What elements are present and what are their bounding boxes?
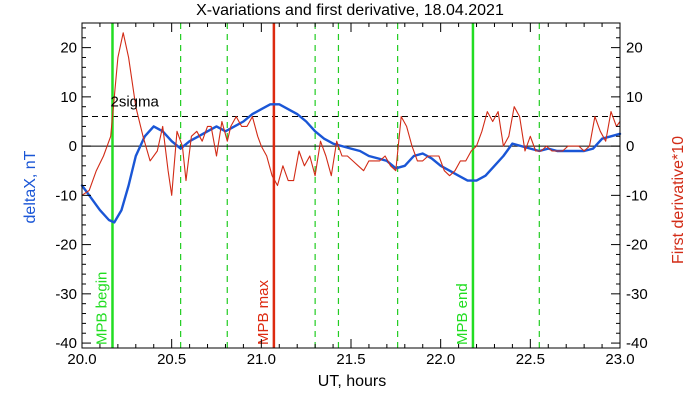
y-tick-label-right: -40 [626, 335, 648, 352]
y-tick-label-left: 0 [69, 138, 77, 155]
x-tick-label: 21.0 [247, 351, 276, 368]
y-tick-label-right: -10 [626, 187, 648, 204]
x-tick-label: 20.5 [157, 351, 186, 368]
y-axis-left-title: deltaX, nT [22, 150, 39, 223]
y-axis-right-title: First derivative*10 [670, 136, 687, 264]
series-layer [80, 32, 622, 224]
mpb-marker-label-1: MPB max [255, 279, 272, 345]
y-tick-label-right: 10 [626, 89, 643, 106]
x-tick-label: 22.0 [426, 351, 455, 368]
x-tick-label: 23.0 [605, 351, 634, 368]
y-tick-label-left: 10 [60, 89, 77, 106]
x-axis-title: UT, hours [318, 373, 386, 390]
sigma-label: 2sigma [110, 94, 159, 111]
markers-layer [82, 23, 620, 348]
mpb-marker-label-0: MPB begin [94, 272, 111, 345]
x-tick-label: 21.5 [336, 351, 365, 368]
y-tick-label-right: 20 [626, 40, 643, 57]
y-tick-label-right: 0 [626, 138, 634, 155]
derivative-series-line [81, 32, 621, 196]
y-tick-label-left: -10 [55, 187, 77, 204]
y-tick-label-right: -20 [626, 237, 648, 254]
y-tick-label-left: -30 [55, 286, 77, 303]
ticks-layer: 20.0 20.5 21.0 21.5 22.0 22.5 23.0 20 20 10 10 0 0 -1… [55, 23, 648, 368]
chart-title: X-variations and first derivative, 18.04… [196, 2, 504, 19]
deltax-series-line [80, 103, 622, 224]
x-tick-label: 22.5 [516, 351, 545, 368]
mpb-marker-label-2: MPB end [454, 283, 471, 345]
labels-layer: 2sigma MPB begin MPB max MPB end [94, 94, 471, 345]
y-tick-label-right: -30 [626, 286, 648, 303]
y-tick-label-left: -20 [55, 237, 77, 254]
y-tick-label-left: 20 [60, 40, 77, 57]
x-tick-label: 20.0 [67, 351, 96, 368]
y-tick-label-left: -40 [55, 335, 77, 352]
